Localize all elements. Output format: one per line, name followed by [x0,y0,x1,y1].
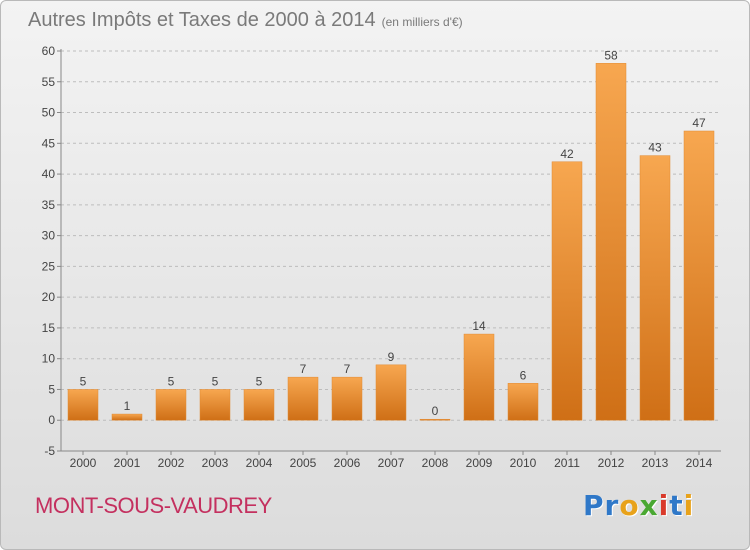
y-tick-label: 15 [42,321,56,335]
y-tick-label: 10 [42,352,56,366]
bar [507,383,539,421]
data-label: 1 [124,399,131,413]
x-tick-label: 2000 [70,456,97,470]
chart-subtitle: (en milliers d'€) [381,15,463,29]
data-label: 7 [344,362,351,376]
data-label: 5 [168,374,175,388]
x-tick-label: 2005 [290,456,317,470]
data-label: 7 [300,362,307,376]
data-label: 9 [388,350,395,364]
y-tick-label: 60 [42,44,56,58]
logo-letter: x [639,489,659,522]
y-tick-label: 0 [48,413,55,427]
proxiti-logo[interactable]: Proxiti [583,489,694,522]
data-label: 14 [472,319,486,333]
x-tick-label: 2008 [422,456,449,470]
logo-letter: i [658,489,670,522]
y-tick-label: 40 [42,167,56,181]
x-tick-label: 2011 [554,456,580,470]
data-label: 5 [256,374,263,388]
bar [595,63,627,421]
y-tick-label: 30 [42,229,56,243]
x-tick-label: 2010 [510,456,537,470]
bar [551,161,583,421]
y-tick-label: -5 [44,444,55,458]
y-tick-label: 35 [42,198,56,212]
x-tick-label: 2002 [158,456,185,470]
bars [67,63,715,421]
logo-letter: r [604,489,620,522]
logo-letter: t [669,489,684,522]
y-tick-label: 45 [42,136,56,150]
bar [199,389,231,421]
bar [287,376,319,421]
x-tick-label: 2006 [334,456,361,470]
bar [419,418,451,421]
y-tick-label: 55 [42,75,56,89]
x-tick-label: 2001 [114,456,141,470]
y-tick-label: 5 [48,382,55,396]
data-labels: 5 1 5 5 5 7 7 9 0 14 6 42 58 43 47 [80,48,706,418]
logo-letter: P [583,489,605,522]
bar [331,376,363,421]
data-label: 5 [212,374,219,388]
commune-name: MONT-SOUS-VAUDREY [35,493,272,518]
y-tick-label: 25 [42,259,56,273]
x-tick-label: 2014 [686,456,713,470]
chart-title-text: Autres Impôts et Taxes de 2000 à 2014 [28,9,376,31]
x-tick-label: 2013 [642,456,669,470]
x-tick-label: 2004 [246,456,273,470]
bar [463,333,495,421]
data-label: 58 [604,48,618,62]
bar [683,130,715,421]
data-label: 47 [692,116,706,130]
data-label: 43 [648,141,662,155]
data-label: 42 [560,147,574,161]
data-label: 6 [520,368,527,382]
bar [375,364,407,421]
chart-title: Autres Impôts et Taxes de 2000 à 2014 (en… [28,9,463,32]
logo-letter: i [683,489,695,522]
bar [639,155,671,421]
y-tick-label: 50 [42,106,56,120]
data-label: 5 [80,374,87,388]
x-tick-label: 2007 [378,456,405,470]
bar [111,413,143,421]
logo-letter: o [619,489,640,522]
x-tick-label: 2012 [598,456,625,470]
bar [67,389,99,421]
bar [155,389,187,421]
data-label: 0 [432,404,439,418]
bar [243,389,275,421]
y-tick-label: 20 [42,290,56,304]
x-tick-label: 2009 [466,456,493,470]
x-tick-label: 2003 [202,456,229,470]
